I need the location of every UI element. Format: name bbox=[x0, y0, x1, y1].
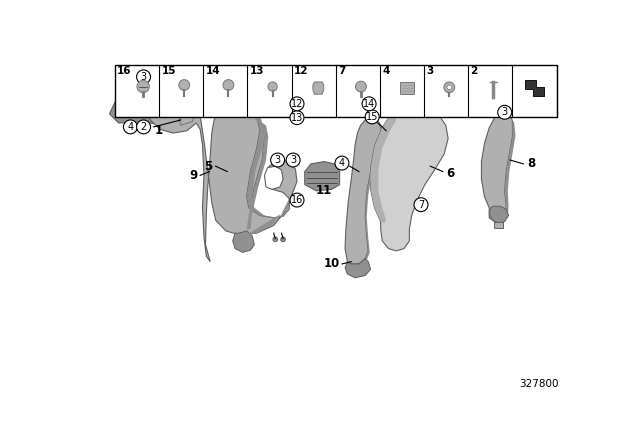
Circle shape bbox=[271, 153, 285, 167]
Circle shape bbox=[124, 120, 138, 134]
Text: 4: 4 bbox=[127, 122, 133, 132]
Polygon shape bbox=[313, 82, 324, 94]
Circle shape bbox=[365, 110, 379, 124]
Text: 11: 11 bbox=[316, 184, 332, 197]
Text: 13: 13 bbox=[250, 66, 264, 76]
Circle shape bbox=[268, 82, 277, 91]
Text: 4: 4 bbox=[339, 158, 345, 168]
Text: 327800: 327800 bbox=[520, 379, 559, 389]
Polygon shape bbox=[525, 80, 544, 96]
Circle shape bbox=[179, 80, 189, 90]
Text: 15: 15 bbox=[366, 112, 378, 122]
Circle shape bbox=[444, 82, 454, 93]
Polygon shape bbox=[365, 120, 382, 260]
Text: 15: 15 bbox=[161, 66, 176, 76]
Polygon shape bbox=[505, 121, 516, 215]
Circle shape bbox=[290, 97, 304, 111]
Text: 4: 4 bbox=[382, 66, 390, 76]
Polygon shape bbox=[169, 99, 195, 125]
Polygon shape bbox=[489, 206, 509, 223]
Circle shape bbox=[136, 70, 150, 84]
Text: 9: 9 bbox=[190, 169, 198, 182]
Circle shape bbox=[414, 198, 428, 211]
Circle shape bbox=[281, 237, 285, 241]
Polygon shape bbox=[305, 162, 340, 191]
Text: 14: 14 bbox=[205, 66, 220, 76]
Circle shape bbox=[355, 81, 366, 92]
Circle shape bbox=[136, 120, 150, 134]
Polygon shape bbox=[109, 95, 195, 125]
Text: 3: 3 bbox=[141, 72, 147, 82]
Polygon shape bbox=[246, 116, 291, 235]
Text: 3: 3 bbox=[426, 66, 434, 76]
Text: 7: 7 bbox=[418, 200, 424, 210]
Text: 13: 13 bbox=[291, 112, 303, 123]
Polygon shape bbox=[264, 166, 283, 189]
Circle shape bbox=[335, 156, 349, 170]
Text: 3: 3 bbox=[502, 107, 508, 117]
Circle shape bbox=[286, 153, 300, 167]
Polygon shape bbox=[246, 119, 268, 229]
Text: 2: 2 bbox=[140, 122, 147, 132]
Text: 5: 5 bbox=[204, 159, 212, 172]
Text: 6: 6 bbox=[446, 168, 454, 181]
Text: 8: 8 bbox=[527, 157, 535, 170]
Polygon shape bbox=[222, 119, 264, 233]
Circle shape bbox=[498, 105, 511, 119]
Text: 16: 16 bbox=[291, 195, 303, 205]
Circle shape bbox=[362, 97, 376, 111]
Text: 10: 10 bbox=[324, 258, 340, 271]
Polygon shape bbox=[345, 118, 381, 264]
Text: 14: 14 bbox=[363, 99, 375, 109]
Circle shape bbox=[137, 80, 149, 93]
Text: 16: 16 bbox=[117, 66, 132, 76]
Polygon shape bbox=[371, 104, 448, 251]
Polygon shape bbox=[233, 231, 254, 252]
Text: 12: 12 bbox=[294, 66, 308, 76]
Polygon shape bbox=[345, 258, 371, 278]
Text: 12: 12 bbox=[291, 99, 303, 109]
Text: 1: 1 bbox=[155, 124, 163, 137]
Polygon shape bbox=[481, 110, 513, 222]
Polygon shape bbox=[371, 110, 396, 223]
Bar bbox=[401, 82, 415, 94]
Text: 3: 3 bbox=[275, 155, 281, 165]
Circle shape bbox=[290, 193, 304, 207]
Polygon shape bbox=[148, 82, 297, 262]
Circle shape bbox=[223, 80, 234, 90]
Circle shape bbox=[447, 85, 452, 90]
Bar bbox=[494, 222, 503, 228]
Bar bbox=[115, 65, 557, 117]
Text: 2: 2 bbox=[470, 66, 478, 76]
Text: 3: 3 bbox=[290, 155, 296, 165]
Circle shape bbox=[273, 237, 278, 241]
Text: 7: 7 bbox=[338, 66, 346, 76]
Circle shape bbox=[290, 111, 304, 125]
